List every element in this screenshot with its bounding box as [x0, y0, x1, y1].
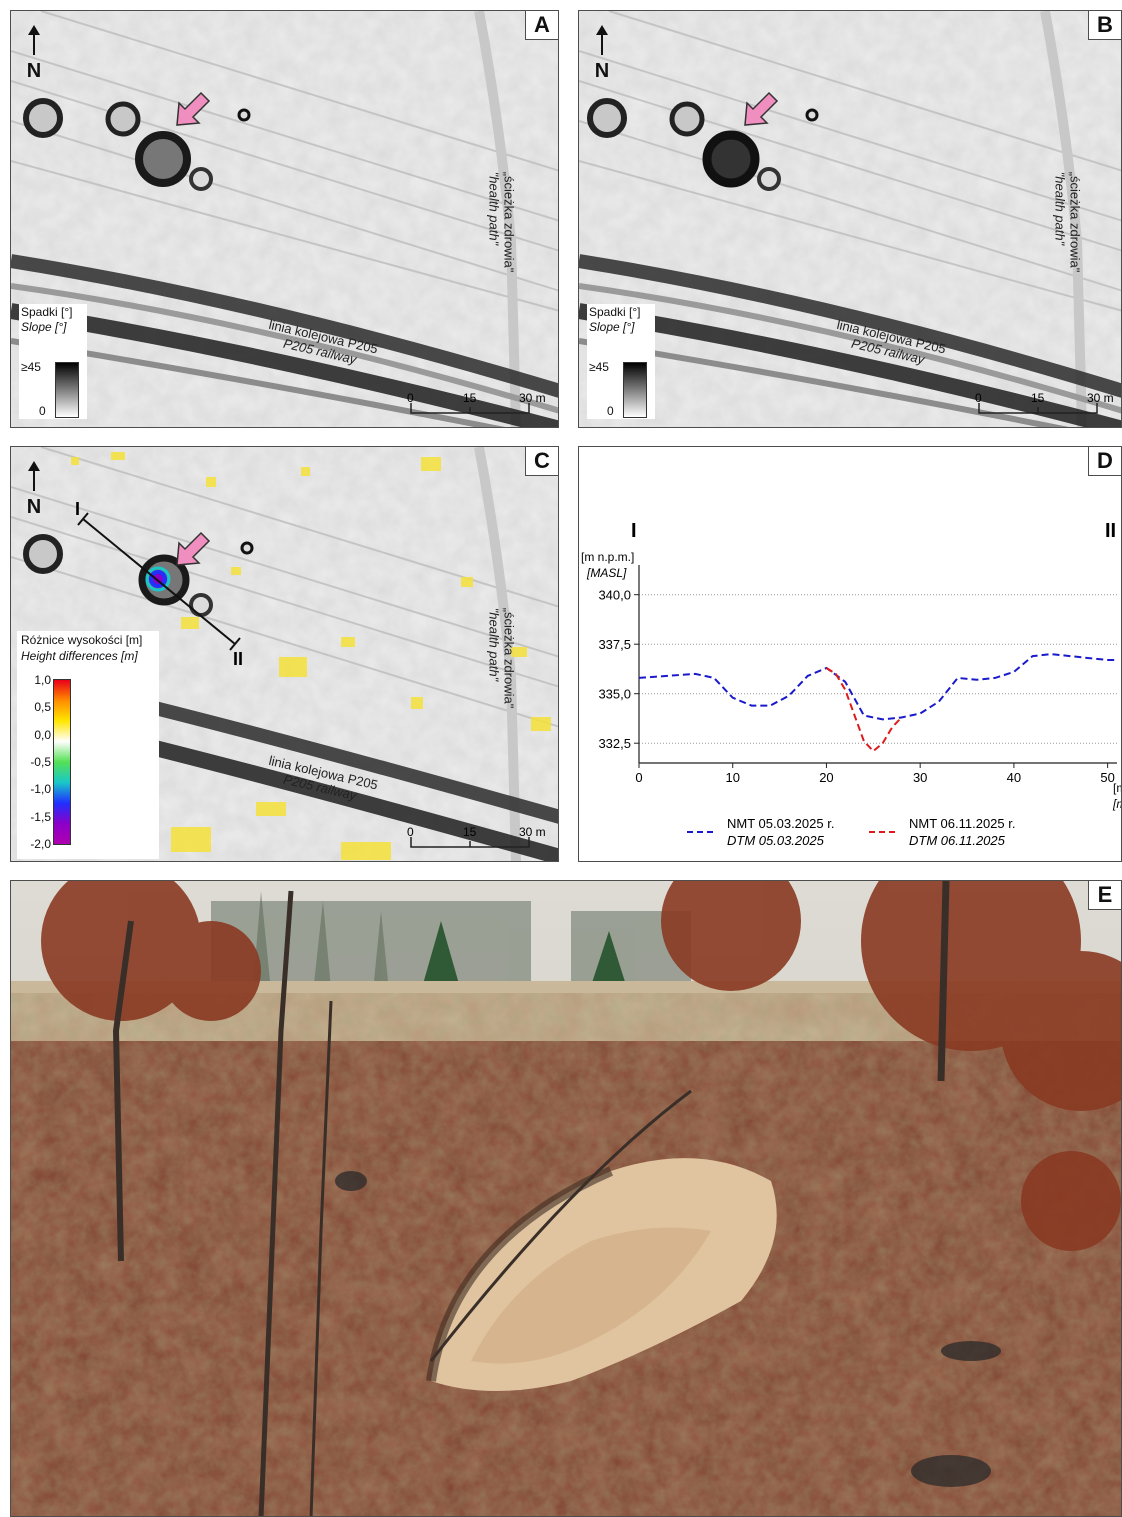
chart-legend: NMT 05.03.2025 r. DTM 05.03.2025 NMT 06.… [687, 816, 1015, 848]
scale-bar [410, 837, 530, 848]
legend-tick-label: 0,5 [34, 700, 51, 715]
profile-end-label: II [1105, 520, 1116, 542]
scale-tick-0: 0 [975, 391, 982, 405]
legend-title: Różnice wysokości [m] [21, 633, 143, 647]
slope-color-ramp [55, 362, 79, 418]
pink-arrow-icon [176, 91, 211, 126]
series-line-1 [638, 653, 1117, 721]
profile-start-label: I [631, 520, 637, 542]
sinkhole-photo [11, 881, 1121, 1516]
legend-min: 0 [39, 404, 46, 418]
scale-tick-15: 15 [463, 391, 477, 405]
legend-tick-label: -0,5 [30, 755, 51, 769]
legend-title-en: Height differences [m] [21, 649, 138, 663]
slope-legend: Spadki [°] Slope [°] ≥45 0 [587, 304, 655, 419]
x-tick-label: 50 [1100, 770, 1114, 785]
panel-label: A [525, 11, 558, 40]
y-tick-label: 335,0 [598, 687, 631, 702]
scale-tick-30: 30 m [519, 825, 546, 839]
north-arrow-icon [28, 25, 40, 55]
height-difference-legend: Różnice wysokości [m] Height differences… [17, 631, 159, 859]
y-axis-label-en: [MASL] [586, 566, 627, 580]
health-path-label: „ścieżka zdrowia" "health path" [486, 172, 516, 273]
panel-label: C [525, 447, 558, 476]
health-path-label: „ścieżka zdrowia" "health path" [1052, 172, 1082, 273]
y-tick-label: 337,5 [598, 637, 631, 652]
x-axis-label-en: [m] [1112, 797, 1122, 811]
scale-tick-0: 0 [407, 825, 414, 839]
y-tick-label: 340,0 [598, 588, 631, 603]
legend-ticks: 1,0 0,5 0,0 -0,5 -1,0 -1,5 -2,0 [19, 673, 51, 851]
field-photo: E [10, 880, 1122, 1517]
slope-hillshade-b [579, 11, 1121, 427]
north-label: N [26, 496, 42, 518]
health-path-en: "health path" [486, 171, 502, 246]
height-difference-map: C N I II „ścieżka zdrowia" "health path"… [10, 446, 559, 862]
scale-bar [410, 403, 530, 414]
scale-tick-30: 30 m [519, 391, 546, 405]
north-arrow: N [19, 23, 49, 83]
slope-hillshade-a [11, 11, 558, 427]
x-axis-label: [m] [1113, 781, 1122, 795]
x-tick-label: 20 [819, 770, 833, 785]
elevation-profile-chart: I II [m n.p.m.] [MASL] [m] [m] 332,5 335,… [581, 520, 1122, 848]
legend-tick-label: -2,0 [30, 837, 51, 851]
slope-map-b: B N „ścieżka zdrowia" "health path" lini… [578, 10, 1122, 428]
scale-tick-15: 15 [463, 825, 477, 839]
panel-label: B [1088, 11, 1121, 40]
panel-label: E [1088, 881, 1121, 910]
legend-title: Spadki [°] [21, 305, 73, 319]
scale-tick-30: 30 m [1087, 391, 1114, 405]
scale-tick-15: 15 [1031, 391, 1045, 405]
north-arrow-icon [596, 25, 608, 55]
legend-label-series-2-en: DTM 06.11.2025 [909, 833, 1006, 848]
legend-title-en: Slope [°] [21, 320, 67, 334]
scale-bar [978, 403, 1098, 414]
legend-label-series-1: NMT 05.03.2025 r. [727, 816, 834, 831]
legend-title: Spadki [°] [589, 305, 641, 319]
legend-title-en: Slope [°] [589, 320, 635, 334]
panel-label: D [1088, 447, 1121, 476]
elevation-profile-panel: D I II [m n.p.m.] [MASL] [m] [m] 332,5 33… [578, 446, 1122, 862]
legend-tick-label: -1,0 [30, 782, 51, 797]
north-arrow: N [19, 459, 49, 519]
legend-tick-label: 1,0 [34, 673, 51, 687]
x-tick-label: 40 [1007, 770, 1021, 785]
legend-max: ≥45 [589, 360, 609, 374]
slope-legend: Spadki [°] Slope [°] ≥45 0 [19, 304, 87, 419]
health-path-pl: „ścieżka zdrowia" [1067, 171, 1083, 273]
legend-min: 0 [607, 404, 614, 418]
health-path-pl: „ścieżka zdrowia" [501, 171, 517, 273]
health-path-en: "health path" [486, 607, 502, 682]
legend-tick-label: -1,5 [30, 809, 51, 824]
x-tick-label: 0 [635, 770, 642, 785]
north-label: N [594, 60, 610, 82]
health-path-pl: „ścieżka zdrowia" [501, 607, 517, 709]
x-tick-label: 10 [725, 770, 739, 785]
legend-label-series-2: NMT 06.11.2025 r. [909, 816, 1015, 831]
health-path-label: „ścieżka zdrowia" "health path" [486, 608, 516, 709]
slope-color-ramp [623, 362, 647, 418]
height-difference-color-ramp [53, 679, 71, 845]
north-arrow: N [587, 23, 617, 83]
series-line-2 [825, 667, 903, 753]
profile-end-label: II [233, 649, 244, 669]
profile-start-label: I [75, 499, 81, 519]
legend-label-series-1-en: DTM 05.03.2025 [727, 833, 825, 848]
legend-tick-label: 0,0 [34, 727, 51, 742]
north-arrow-icon [28, 461, 40, 491]
pink-arrow-icon [176, 531, 211, 566]
pink-arrow-icon [744, 91, 779, 126]
north-label: N [26, 60, 42, 82]
scale-tick-0: 0 [407, 391, 414, 405]
x-tick-label: 30 [913, 770, 927, 785]
y-tick-label: 332,5 [598, 736, 631, 751]
y-axis-label: [m n.p.m.] [581, 550, 634, 564]
legend-max: ≥45 [21, 360, 41, 374]
slope-map-a: A N „ścieżka zdrowia" "health path" lini… [10, 10, 559, 428]
health-path-en: "health path" [1052, 171, 1068, 246]
